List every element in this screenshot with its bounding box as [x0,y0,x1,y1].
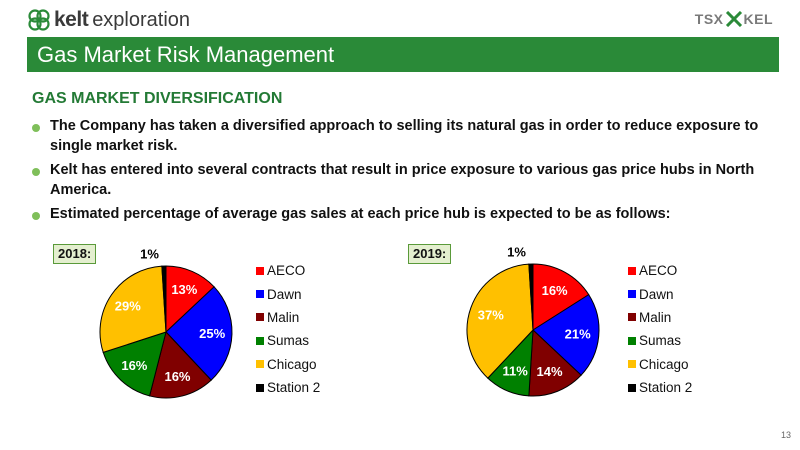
legend-swatch [256,290,264,299]
pie-slice-dawn [165,286,233,381]
legend-swatch [256,336,264,345]
legend-item: Sumas [256,329,366,352]
ticker-x-icon [725,11,742,27]
logo-subtitle: exploration [92,8,191,31]
legend-label: Station 2 [267,380,321,396]
legend-2018: AECO Dawn Malin Sumas Chicago Station 2 [256,259,366,399]
pie-data-label: 21% [565,327,591,342]
legend-label: Station 2 [639,380,693,396]
legend-swatch [628,290,636,299]
pie-slice-malin [528,328,582,397]
legend-item: Sumas [628,329,738,352]
legend-swatch [628,383,636,392]
legend-item: Chicago [628,353,738,376]
pie-data-label: 16% [164,369,190,384]
page-title: Gas Market Risk Management [37,42,335,67]
legend-item: Malin [628,306,738,329]
legend-swatch [256,313,264,322]
legend-item: Dawn [628,282,738,305]
pie-slice-station-2 [161,265,167,333]
legend-item: AECO [628,259,738,282]
legend-swatch [628,313,636,322]
bullet-text: Kelt has entered into several contracts … [50,162,755,198]
legend-item: Dawn [256,282,366,305]
legend-item: Chicago [256,353,366,376]
pie-data-label: 16% [542,283,568,298]
pie-slice-malin [148,330,212,399]
section-title: GAS MARKET DIVERSIFICATION [32,90,283,107]
bullet-text: The Company has taken a diversified appr… [50,118,759,154]
legend-label: AECO [267,263,306,279]
bullet-dot-icon [32,124,40,132]
legend-swatch [628,336,636,345]
pie-data-label: 16% [121,358,147,373]
title-bar: Gas Market Risk Management [27,37,779,72]
chart-2018-title: 2018: [53,244,97,264]
legend-swatch [256,383,264,392]
pie-slice-chicago [466,263,534,379]
pie-data-label: 13% [171,282,197,297]
legend-2019: AECO Dawn Malin Sumas Chicago Station 2 [628,259,738,399]
bullet-item: Kelt has entered into several contracts … [32,161,772,200]
pie-data-label: 29% [115,299,141,314]
kelt-logo: kelt exploration [27,6,190,34]
legend-swatch [256,266,264,275]
legend-swatch [628,266,636,275]
legend-label: Sumas [267,333,310,349]
page-number: 13 [780,430,791,440]
ticker-symbol: KEL [743,11,773,27]
legend-label: Sumas [639,333,682,349]
legend-label: Chicago [639,356,689,372]
pie-slice-sumas [102,331,167,397]
ticker-exchange: TSX [694,11,724,27]
legend-label: Dawn [267,286,302,302]
legend-label: Malin [267,309,300,325]
legend-swatch [628,360,636,369]
legend-item: Station 2 [256,376,366,399]
bullet-dot-icon [32,168,40,176]
bullet-text: Estimated percentage of average gas sale… [50,206,671,222]
legend-label: Dawn [639,286,674,302]
clover-logo-icon [28,9,50,31]
pie-data-label: 11% [503,364,529,379]
chart-2019-title: 2019: [408,244,452,264]
legend-item: Station 2 [628,376,738,399]
pie-slice-station-2 [528,263,534,331]
legend-item: AECO [256,259,366,282]
pie-slice-dawn [532,293,600,376]
pie-data-label: 25% [199,326,225,341]
bullet-item: The Company has taken a diversified appr… [32,117,772,156]
ticker-logo: TSX KEL [695,11,773,27]
bullet-list: The Company has taken a diversified appr… [32,117,772,230]
pie-data-label: 1% [507,245,526,260]
logo-brand: kelt [54,8,89,31]
legend-item: Malin [256,306,366,329]
legend-swatch [256,360,264,369]
pie-slice-aeco [532,263,590,331]
pie-slice-chicago [99,265,167,354]
bullet-dot-icon [32,212,40,220]
legend-label: AECO [639,263,678,279]
legend-label: Chicago [267,356,317,372]
pie-data-label: 14% [537,364,563,379]
bullet-item: Estimated percentage of average gas sale… [32,205,772,225]
pie-data-label: 37% [478,307,504,322]
legend-label: Malin [639,309,672,325]
pie-data-label: 1% [140,247,159,262]
